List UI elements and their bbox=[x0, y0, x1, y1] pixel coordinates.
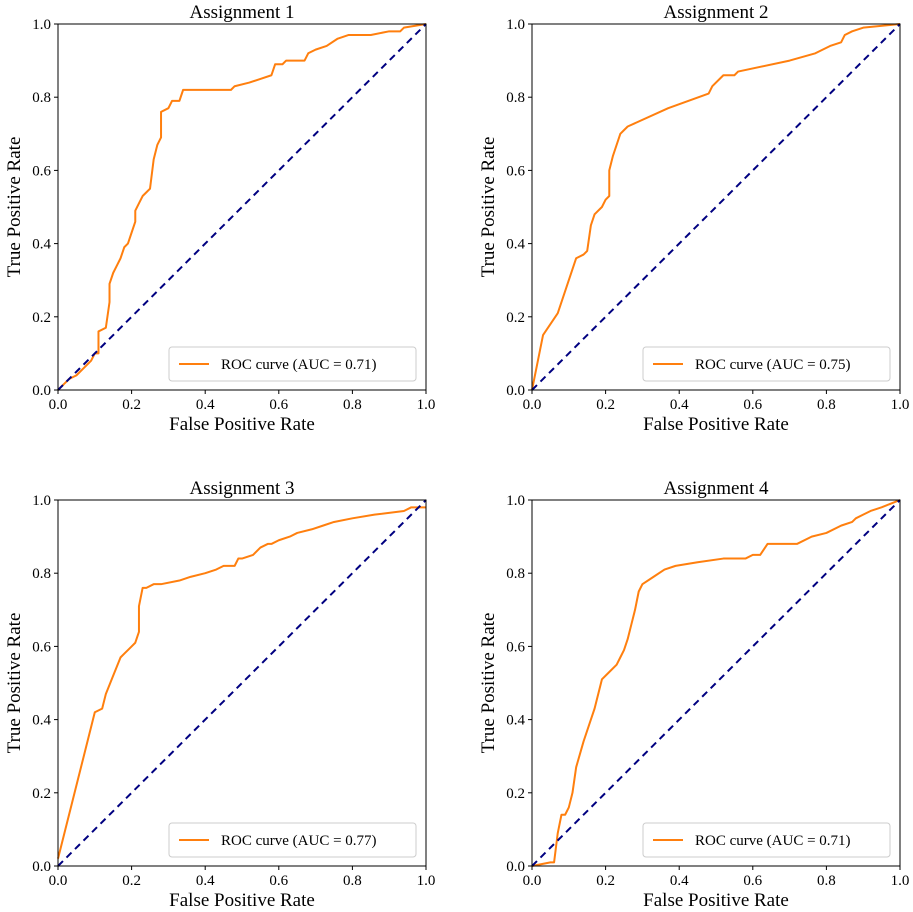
y-tick-label: 0.0 bbox=[32, 859, 51, 875]
y-tick-label: 1.0 bbox=[32, 493, 51, 509]
y-axis-label: True Positive Rate bbox=[4, 613, 25, 754]
x-tick-label: 0.0 bbox=[523, 873, 542, 889]
x-tick-label: 0.6 bbox=[743, 397, 762, 413]
axes-frame bbox=[57, 499, 427, 867]
chance-line bbox=[57, 23, 427, 391]
chance-line bbox=[531, 499, 901, 867]
roc-panel-2: 0.0 0.2 0.4 0.6 0.8 1.0 0.0 0.2 0.4 0.6 0.8 1.0 Assi… bbox=[478, 2, 909, 435]
chart-title: Assignment 3 bbox=[189, 478, 294, 499]
x-tick-label: 0.8 bbox=[343, 873, 362, 889]
roc-panel-3: 0.0 0.2 0.4 0.6 0.8 1.0 0.0 0.2 0.4 0.6 0.8 1.0 Assi… bbox=[4, 478, 435, 911]
chance-line bbox=[57, 499, 427, 867]
legend: ROC curve (AUC = 0.77) bbox=[168, 822, 417, 858]
legend-box bbox=[642, 346, 891, 382]
roc-panel-1: 0.0 0.2 0.4 0.6 0.8 1.0 0.0 0.2 0.4 0.6 0.8 1.0 Assi… bbox=[4, 2, 435, 435]
x-axis-label: False Positive Rate bbox=[643, 890, 789, 911]
x-tick-label: 0.2 bbox=[596, 873, 615, 889]
y-tick-label: 1.0 bbox=[506, 493, 525, 509]
y-tick-label: 0.8 bbox=[32, 90, 51, 106]
x-tick-label: 0.4 bbox=[670, 873, 689, 889]
x-tick-label: 1.0 bbox=[891, 873, 910, 889]
x-tick-label: 0.6 bbox=[269, 397, 288, 413]
legend-box bbox=[168, 346, 417, 382]
legend-label: ROC curve (AUC = 0.71) bbox=[221, 357, 377, 373]
axes-frame bbox=[531, 499, 901, 867]
y-tick-label: 0.2 bbox=[32, 310, 51, 326]
y-tick-label: 0.4 bbox=[32, 713, 51, 729]
x-tick-label: 1.0 bbox=[417, 397, 436, 413]
x-tick-label: 0.6 bbox=[743, 873, 762, 889]
y-axis-label: True Positive Rate bbox=[4, 137, 25, 278]
y-tick-label: 0.0 bbox=[506, 383, 525, 399]
x-tick-label: 0.4 bbox=[196, 397, 215, 413]
x-tick-label: 0.4 bbox=[670, 397, 689, 413]
x-axis-label: False Positive Rate bbox=[643, 414, 789, 435]
x-tick-label: 0.8 bbox=[817, 873, 836, 889]
legend-label: ROC curve (AUC = 0.71) bbox=[695, 833, 851, 849]
y-axis-label: True Positive Rate bbox=[478, 613, 499, 754]
x-axis-label: False Positive Rate bbox=[169, 414, 315, 435]
legend: ROC curve (AUC = 0.71) bbox=[642, 822, 891, 858]
x-axis-label: False Positive Rate bbox=[169, 890, 315, 911]
y-tick-label: 0.2 bbox=[506, 786, 525, 802]
x-tick-label: 0.0 bbox=[523, 397, 542, 413]
y-tick-label: 0.2 bbox=[32, 786, 51, 802]
legend-label: ROC curve (AUC = 0.75) bbox=[695, 357, 851, 373]
x-tick-label: 0.0 bbox=[49, 397, 68, 413]
y-tick-label: 0.4 bbox=[32, 237, 51, 253]
x-tick-label: 1.0 bbox=[891, 397, 910, 413]
y-tick-label: 0.4 bbox=[506, 237, 525, 253]
y-tick-label: 0.8 bbox=[506, 566, 525, 582]
legend-box bbox=[168, 822, 417, 858]
x-tick-label: 0.8 bbox=[817, 397, 836, 413]
axes-frame bbox=[531, 23, 901, 391]
roc-curve-line bbox=[531, 499, 901, 867]
x-tick-label: 0.2 bbox=[596, 397, 615, 413]
chart-title: Assignment 4 bbox=[663, 478, 769, 499]
y-tick-label: 0.6 bbox=[32, 639, 51, 655]
roc-curve-line bbox=[531, 23, 901, 391]
chart-title: Assignment 2 bbox=[663, 2, 768, 23]
y-tick-label: 0.8 bbox=[506, 90, 525, 106]
y-tick-label: 1.0 bbox=[506, 17, 525, 33]
x-tick-label: 0.8 bbox=[343, 397, 362, 413]
legend: ROC curve (AUC = 0.75) bbox=[642, 346, 891, 382]
x-tick-label: 0.2 bbox=[122, 397, 141, 413]
x-tick-label: 1.0 bbox=[417, 873, 436, 889]
x-tick-label: 0.6 bbox=[269, 873, 288, 889]
y-tick-label: 0.0 bbox=[32, 383, 51, 399]
y-axis-label: True Positive Rate bbox=[478, 137, 499, 278]
chart-title: Assignment 1 bbox=[189, 2, 294, 23]
legend-box bbox=[642, 822, 891, 858]
y-tick-label: 0.6 bbox=[32, 163, 51, 179]
legend-label: ROC curve (AUC = 0.77) bbox=[221, 833, 377, 849]
roc-curve-line bbox=[57, 23, 427, 391]
roc-curve-line bbox=[57, 506, 426, 859]
x-tick-label: 0.2 bbox=[122, 873, 141, 889]
y-tick-label: 0.0 bbox=[506, 859, 525, 875]
x-tick-label: 0.0 bbox=[49, 873, 68, 889]
roc-panel-4: 0.0 0.2 0.4 0.6 0.8 1.0 0.0 0.2 0.4 0.6 0.8 1.0 Assi… bbox=[478, 478, 909, 911]
legend: ROC curve (AUC = 0.71) bbox=[168, 346, 417, 382]
y-tick-label: 0.6 bbox=[506, 163, 525, 179]
y-tick-label: 0.2 bbox=[506, 310, 525, 326]
x-tick-label: 0.4 bbox=[196, 873, 215, 889]
y-tick-label: 0.8 bbox=[32, 566, 51, 582]
y-tick-label: 1.0 bbox=[32, 17, 51, 33]
chance-line bbox=[531, 23, 901, 391]
axes-frame bbox=[57, 23, 427, 391]
y-tick-label: 0.6 bbox=[506, 639, 525, 655]
y-tick-label: 0.4 bbox=[506, 713, 525, 729]
